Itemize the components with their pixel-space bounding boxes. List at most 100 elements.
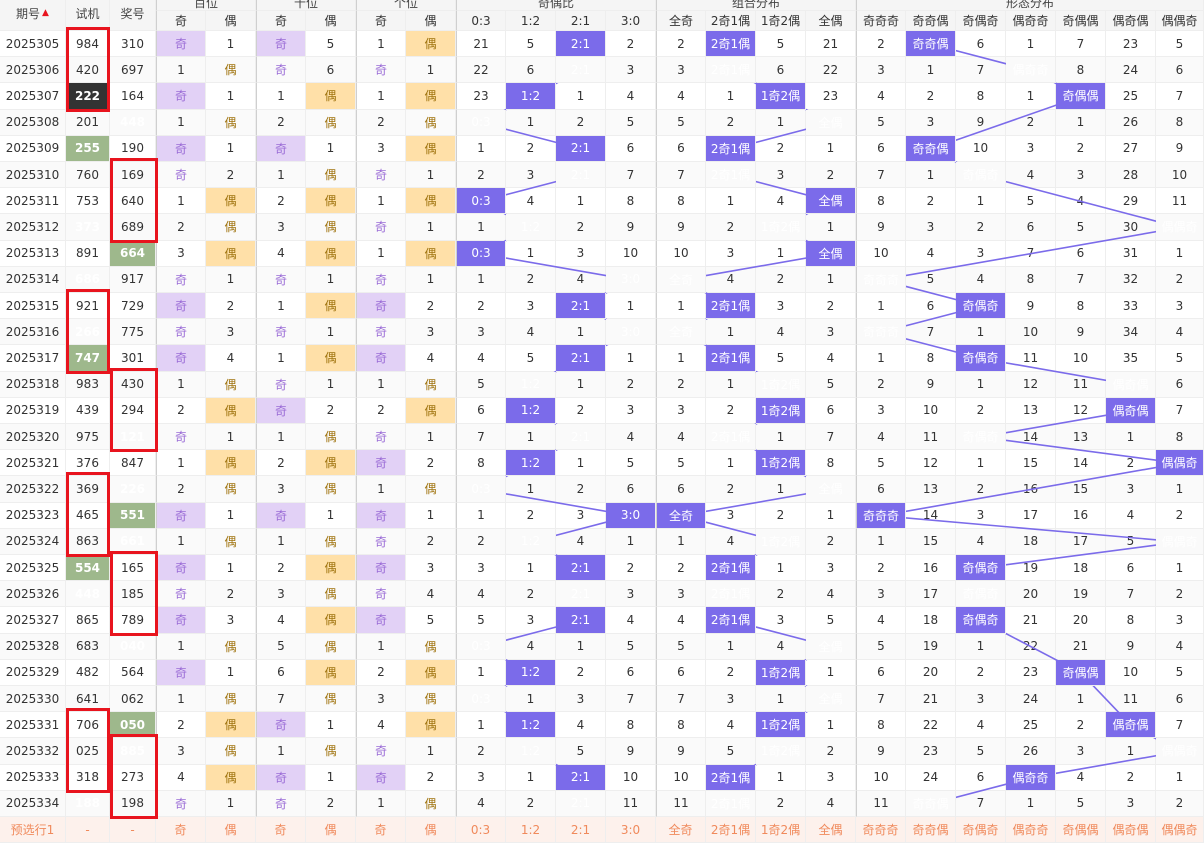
row-combo-cell: 2 xyxy=(656,555,706,582)
row-pattern-cell: 2 xyxy=(1106,450,1156,477)
row-pattern-cell: 5 xyxy=(1156,31,1204,58)
preview-cell[interactable]: 偶 xyxy=(406,817,456,843)
subheader-cell: 奇奇偶 xyxy=(906,11,956,31)
preview-cell[interactable]: 奇 xyxy=(356,817,406,843)
preview-cell[interactable]: 偶奇偶 xyxy=(1106,817,1156,843)
preview-cell[interactable]: 偶奇奇 xyxy=(1006,817,1056,843)
row-pos-odd: 奇 xyxy=(256,31,306,58)
row-ratio-cell: 2 xyxy=(606,555,656,582)
subheader-cell: 偶奇奇 xyxy=(1006,11,1056,31)
preview-cell[interactable]: 全奇 xyxy=(656,817,706,843)
row-draw-number: 448 xyxy=(110,109,156,136)
row-pos-even: 1 xyxy=(206,424,256,451)
row-combo-cell: 2奇1偶 xyxy=(706,345,756,372)
row-pattern-cell: 奇奇奇 xyxy=(856,319,906,346)
row-pattern-cell: 8 xyxy=(1056,293,1106,320)
row-pos-odd: 奇 xyxy=(256,397,306,424)
row-pos-even: 偶 xyxy=(206,476,256,503)
row-pos-odd: 2 xyxy=(356,397,406,424)
preview-cell[interactable]: 偶 xyxy=(206,817,256,843)
row-pos-odd: 3 xyxy=(256,581,306,608)
row-pos-even: 偶 xyxy=(206,764,256,791)
row-pos-even: 偶 xyxy=(206,738,256,765)
row-pos-even: 偶 xyxy=(306,188,356,215)
row-trial-number: 201 xyxy=(66,109,110,136)
row-combo-cell: 2 xyxy=(706,109,756,136)
row-combo-cell: 1 xyxy=(706,188,756,215)
row-combo-cell: 1 xyxy=(756,240,806,267)
preview-cell[interactable]: 1奇2偶 xyxy=(756,817,806,843)
row-pattern-cell: 1 xyxy=(956,188,1006,215)
row-issue-number: 2025325 xyxy=(0,555,66,582)
row-trial-number: 863 xyxy=(66,528,110,555)
row-ratio-cell: 1 xyxy=(556,633,606,660)
row-combo-cell: 2 xyxy=(706,397,756,424)
row-combo-cell: 1奇2偶 xyxy=(756,659,806,686)
row-pos-even: 偶 xyxy=(206,214,256,241)
row-pattern-cell: 1 xyxy=(1156,555,1204,582)
row-pos-even: 偶 xyxy=(406,712,456,739)
row-pos-odd: 奇 xyxy=(256,790,306,817)
sort-asc-icon[interactable]: ▲ xyxy=(42,8,49,18)
row-ratio-cell: 2 xyxy=(456,738,506,765)
row-pos-even: 偶 xyxy=(206,188,256,215)
row-pattern-cell: 2 xyxy=(906,188,956,215)
row-combo-cell: 2奇1偶 xyxy=(706,424,756,451)
preview-cell[interactable]: 全偶 xyxy=(806,817,856,843)
header-gewei: 个位 xyxy=(356,0,456,11)
row-ratio-cell: 3:0 xyxy=(606,502,656,529)
preview-cell[interactable]: 偶偶奇 xyxy=(1156,817,1204,843)
row-pos-even: 2 xyxy=(206,293,256,320)
row-pattern-cell: 1 xyxy=(1156,240,1204,267)
preview-cell[interactable]: 2:1 xyxy=(556,817,606,843)
row-issue-number: 2025322 xyxy=(0,476,66,503)
row-pattern-cell: 5 xyxy=(1106,528,1156,555)
row-issue-number: 2025334 xyxy=(0,790,66,817)
preview-cell[interactable]: 奇偶奇 xyxy=(956,817,1006,843)
row-combo-cell: 2 xyxy=(656,371,706,398)
row-trial-number: 706 xyxy=(66,712,110,739)
row-pos-even: 偶 xyxy=(306,528,356,555)
preview-cell[interactable]: 2奇1偶 xyxy=(706,817,756,843)
row-pos-odd: 奇 xyxy=(156,659,206,686)
row-pattern-cell: 1 xyxy=(956,633,1006,660)
row-combo-cell: 4 xyxy=(806,790,856,817)
row-combo-cell: 全偶 xyxy=(806,109,856,136)
preview-cell[interactable]: 偶 xyxy=(306,817,356,843)
row-pos-even: 1 xyxy=(206,266,256,293)
preview-cell[interactable]: 奇 xyxy=(256,817,306,843)
row-pos-odd: 奇 xyxy=(256,266,306,293)
preview-cell[interactable]: 奇偶偶 xyxy=(1056,817,1106,843)
subheader-cell: 奇奇奇 xyxy=(856,11,906,31)
row-pos-odd: 奇 xyxy=(356,162,406,189)
row-trial-number: 641 xyxy=(66,686,110,713)
preview-cell[interactable]: 奇奇偶 xyxy=(906,817,956,843)
row-pos-even: 1 xyxy=(206,83,256,110)
header-shiwei: 十位 xyxy=(256,0,356,11)
row-issue-number: 2025305 xyxy=(0,31,66,58)
row-pattern-cell: 7 xyxy=(1156,83,1204,110)
preview-cell[interactable]: 奇 xyxy=(156,817,206,843)
row-combo-cell: 2奇1偶 xyxy=(706,162,756,189)
row-ratio-cell: 1:2 xyxy=(506,83,556,110)
row-ratio-cell: 2 xyxy=(456,162,506,189)
row-pos-odd: 3 xyxy=(156,738,206,765)
preview-cell[interactable]: 3:0 xyxy=(606,817,656,843)
row-draw-number: 165 xyxy=(110,555,156,582)
preview-cell[interactable]: 1:2 xyxy=(506,817,556,843)
row-pos-odd: 1 xyxy=(356,476,406,503)
row-combo-cell: 4 xyxy=(706,266,756,293)
row-pos-even: 1 xyxy=(206,31,256,58)
preview-cell[interactable]: 0:3 xyxy=(456,817,506,843)
row-ratio-cell: 3 xyxy=(606,397,656,424)
row-ratio-cell: 0:3 xyxy=(456,240,506,267)
row-combo-cell: 2奇1偶 xyxy=(706,581,756,608)
row-trial-number: 686 xyxy=(66,266,110,293)
row-pos-even: 偶 xyxy=(306,109,356,136)
preview-cell[interactable]: 奇奇奇 xyxy=(856,817,906,843)
row-pattern-cell: 7 xyxy=(1106,581,1156,608)
header-qihao[interactable]: 期号 ▲ xyxy=(0,0,66,31)
row-pattern-cell: 4 xyxy=(1056,764,1106,791)
row-issue-number: 2025333 xyxy=(0,764,66,791)
row-ratio-cell: 4 xyxy=(456,790,506,817)
